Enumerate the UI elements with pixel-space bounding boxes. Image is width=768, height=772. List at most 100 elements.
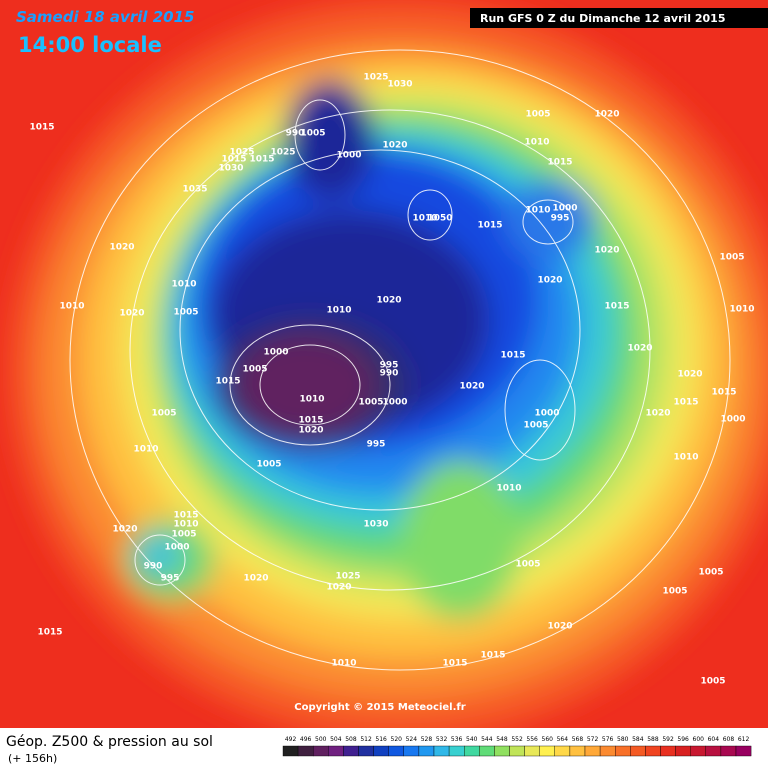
footer-title: Géop. Z500 & pression au sol: [6, 734, 213, 750]
isobar-label: 1010: [673, 453, 698, 463]
isobar-label: 1015: [480, 651, 505, 661]
isobar-label: 1000: [534, 409, 559, 419]
colorbar-swatch: [705, 745, 722, 757]
colorbar-swatch: [433, 745, 450, 757]
isobar-label: 1000: [164, 543, 189, 553]
colorbar-swatch: [630, 745, 646, 757]
isobar-label: 1020: [298, 426, 323, 436]
isobar-label: 1020: [109, 243, 134, 253]
colorbar-swatch: [615, 745, 631, 757]
colorbar-label: 508: [345, 736, 357, 743]
colorbar-swatch: [720, 745, 737, 757]
isobar-label: 1015: [547, 158, 572, 168]
isobar-label: 1000: [382, 398, 407, 408]
colorbar-label: 592: [662, 736, 674, 743]
isobar-label: 1015: [173, 511, 198, 521]
isobar-label: 1020: [382, 141, 407, 151]
colorbar-label: 520: [391, 736, 403, 743]
colorbar-label: 504: [330, 736, 342, 743]
isobar-label: 1010: [412, 214, 437, 224]
isobar-label: 1020: [112, 525, 137, 535]
isobar-label: 1015: [604, 302, 629, 312]
colorbar-swatch: [403, 745, 420, 757]
colorbar-swatch: [313, 745, 329, 757]
isobar-label: 1005: [358, 398, 383, 408]
isobar-label: 1015: [29, 123, 54, 133]
isobar-label: 1005: [300, 129, 325, 139]
isobar-label: 1005: [256, 460, 281, 470]
run-box: [470, 8, 768, 28]
colorbar-swatch: [373, 745, 389, 757]
colorbar-swatch: [494, 745, 510, 757]
isobar-label: 1020: [243, 574, 268, 584]
isobar-label: 995: [161, 574, 180, 584]
isobar-label: 1015: [298, 416, 323, 426]
colorbar-label: 524: [406, 736, 418, 743]
colorbar-label: 576: [602, 736, 614, 743]
colorbar-swatch: [675, 745, 691, 757]
colorbar-swatch: [554, 745, 571, 757]
colorbar-swatch: [569, 745, 586, 757]
isobar-label: 1005: [242, 365, 267, 375]
colorbar-label: 564: [557, 736, 569, 743]
isobar-label: 1010: [525, 206, 550, 216]
isobar-label: 1010: [173, 520, 198, 530]
isobar-label: 1020: [645, 409, 670, 419]
isobar-label: 1010: [729, 305, 754, 315]
isobar-label: 990: [286, 129, 305, 139]
isobar-label: 1015: [37, 628, 62, 638]
isobar-label: 1020: [376, 296, 401, 306]
isobar-label: 1005: [700, 677, 725, 687]
isobar-label: 1005: [698, 568, 723, 578]
isobar-label: 1005: [515, 560, 540, 570]
colorbar-swatch: [448, 745, 465, 757]
isobar-label: 1030: [387, 80, 412, 90]
colorbar-label: 604: [708, 736, 720, 743]
isobar-label: 1015: [249, 155, 274, 165]
geopotential-field: [0, 0, 768, 740]
colorbar-label: 552: [511, 736, 523, 743]
isobar-label: 1005: [662, 587, 687, 597]
valid-date: Samedi 18 avril 2015: [16, 8, 194, 26]
isobar-label: 1020: [459, 382, 484, 392]
colorbar-label: 584: [632, 736, 644, 743]
isobar-label: 1005: [719, 253, 744, 263]
colorbar-swatch: [343, 745, 359, 757]
isobar-label: 1025: [363, 73, 388, 83]
colorbar-swatch: [282, 745, 299, 757]
isobar-label: 1005: [171, 530, 196, 540]
isobar-label: 1010: [133, 445, 158, 455]
isobar-label: 1000: [720, 415, 745, 425]
colorbar-label: 528: [421, 736, 433, 743]
isobar-label: 1015: [215, 377, 240, 387]
isobar-label: 1020: [594, 246, 619, 256]
isobar-label: 1020: [326, 583, 351, 593]
colorbar-label: 536: [451, 736, 463, 743]
isobar-label: 1015: [673, 398, 698, 408]
isobar-label: 1050: [427, 214, 452, 224]
isobar-label: 1015: [711, 388, 736, 398]
run-info: Run GFS 0 Z du Dimanche 12 avril 2015: [480, 12, 725, 25]
colorbar-swatch: [297, 745, 314, 757]
isobar-label: 1000: [552, 204, 577, 214]
colorbar-label: 600: [693, 736, 705, 743]
colorbar: 492 496 500 504 508 512 516 520 524 528 532 536 540 5…: [282, 736, 752, 757]
colorbar-label: 532: [436, 736, 448, 743]
valid-time: 14:00 locale: [18, 33, 162, 57]
isobar-label: 1005: [173, 308, 198, 318]
colorbar-label: 492: [285, 736, 297, 743]
copyright: Copyright © 2015 Meteociel.fr: [294, 702, 465, 713]
colorbar-label: 544: [481, 736, 493, 743]
colorbar-swatch: [358, 745, 374, 757]
colorbar-swatch: [645, 745, 661, 757]
isobar-label: 1015: [500, 351, 525, 361]
colorbar-label: 588: [647, 736, 659, 743]
isobar-label: 1020: [537, 276, 562, 286]
colorbar-swatch: [690, 745, 707, 757]
isobar-label: 1020: [119, 309, 144, 319]
colorbar-label: 568: [572, 736, 584, 743]
colorbar-swatch: [539, 745, 556, 757]
isobar-label: 1030: [218, 164, 243, 174]
